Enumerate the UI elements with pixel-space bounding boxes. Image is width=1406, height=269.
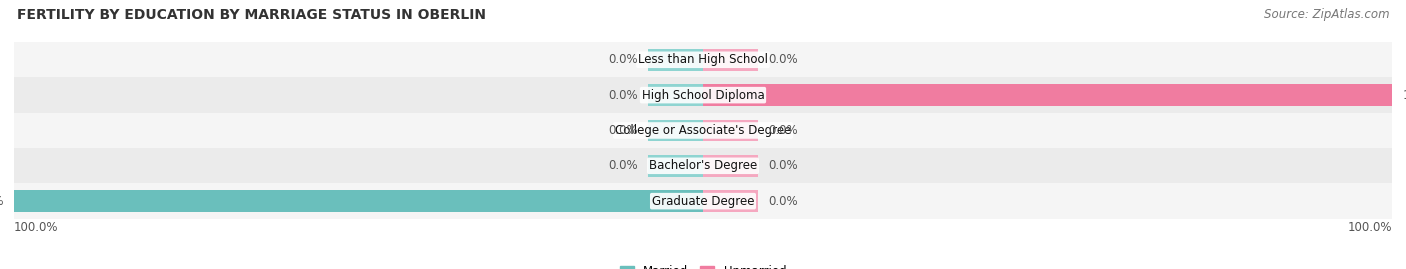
Text: 0.0%: 0.0% <box>607 89 637 102</box>
Text: 0.0%: 0.0% <box>769 195 799 208</box>
Text: 0.0%: 0.0% <box>607 124 637 137</box>
Bar <box>14 77 1392 113</box>
Bar <box>14 113 1392 148</box>
Bar <box>648 119 703 141</box>
Text: Graduate Degree: Graduate Degree <box>652 195 754 208</box>
Bar <box>14 183 1392 219</box>
Bar <box>703 84 1392 106</box>
Bar <box>14 42 1392 77</box>
Text: High School Diploma: High School Diploma <box>641 89 765 102</box>
Text: 100.0%: 100.0% <box>0 195 4 208</box>
Text: Bachelor's Degree: Bachelor's Degree <box>650 159 756 172</box>
Bar <box>648 155 703 177</box>
Text: 0.0%: 0.0% <box>607 53 637 66</box>
Text: 0.0%: 0.0% <box>607 159 637 172</box>
Text: College or Associate's Degree: College or Associate's Degree <box>614 124 792 137</box>
Text: Less than High School: Less than High School <box>638 53 768 66</box>
Bar <box>703 155 758 177</box>
Bar <box>14 148 1392 183</box>
Text: 0.0%: 0.0% <box>769 124 799 137</box>
Bar <box>648 84 703 106</box>
Text: 100.0%: 100.0% <box>1347 221 1392 233</box>
Bar <box>703 49 758 71</box>
Text: 100.0%: 100.0% <box>14 221 59 233</box>
Text: 0.0%: 0.0% <box>769 53 799 66</box>
Text: FERTILITY BY EDUCATION BY MARRIAGE STATUS IN OBERLIN: FERTILITY BY EDUCATION BY MARRIAGE STATU… <box>17 8 486 22</box>
Bar <box>648 49 703 71</box>
Text: 100.0%: 100.0% <box>1402 89 1406 102</box>
Bar <box>703 190 758 212</box>
Bar <box>14 190 703 212</box>
Legend: Married, Unmarried: Married, Unmarried <box>614 261 792 269</box>
Bar <box>703 119 758 141</box>
Text: Source: ZipAtlas.com: Source: ZipAtlas.com <box>1264 8 1389 21</box>
Text: 0.0%: 0.0% <box>769 159 799 172</box>
